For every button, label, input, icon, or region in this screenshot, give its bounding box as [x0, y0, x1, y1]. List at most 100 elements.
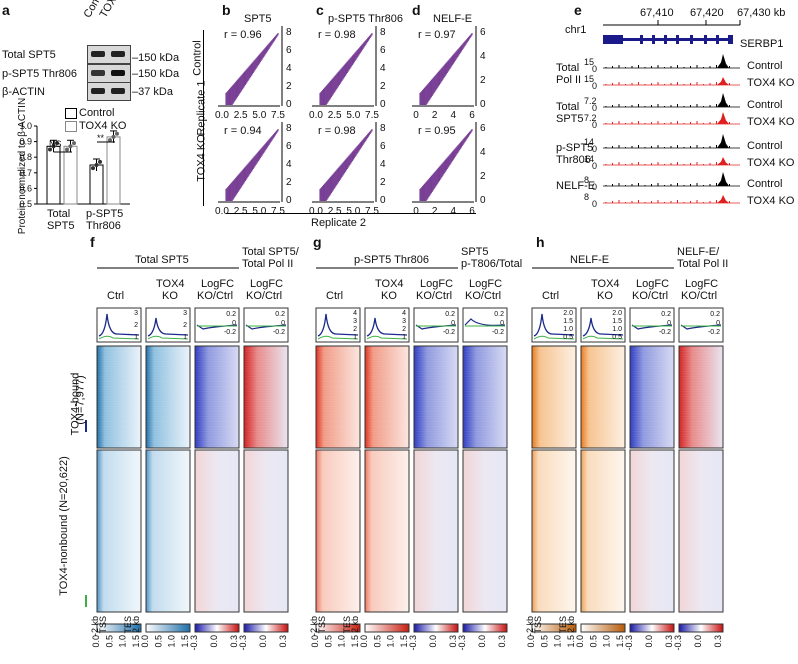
color-scale: [194, 623, 240, 633]
scatter-y-tick: 0: [286, 99, 292, 110]
bar-y-tick-label: 0.9: [19, 137, 32, 147]
profile-tick: 0.2: [445, 311, 455, 318]
scatter-x-tick: 7.5: [271, 110, 285, 121]
scatter-plots: r = 0.96 8 6 4 2 0 0.0 2.5 5.0 7.5 r = 0.98 8 6 4 2 0 0.…: [215, 26, 486, 217]
col-lfc2-f: KO/Ctrl: [197, 290, 234, 302]
profile-tick: 1.5: [563, 318, 573, 325]
heatmap-axis-label: TES: [342, 616, 352, 634]
profile-tick: 1: [134, 334, 138, 341]
color-scale-tick: 0.0: [693, 635, 703, 648]
data-point: [65, 147, 69, 152]
scatter-y-tick: 0: [380, 195, 386, 206]
chrom-label: chr1: [565, 24, 587, 36]
col-ko2-h: KO: [597, 290, 613, 302]
scatter-x-tick: 6: [469, 110, 475, 121]
legend-label-control: Control: [79, 107, 115, 119]
track-peak: [717, 195, 729, 203]
scatter-plot: r = 0.98 8 6 4 2 0 0.0 2.5 5.0 7.5: [309, 122, 386, 217]
heatmap-nonbound: [531, 449, 577, 613]
scatter-title-spt5: SPT5: [244, 13, 272, 25]
heatmap-nonbound: [145, 449, 191, 613]
col-lfc1b-f: LogFC: [250, 278, 284, 290]
scatter-y-tick: 4: [286, 159, 292, 170]
bar-group-label-2b: Thr806: [86, 220, 121, 232]
scatter-y-tick: 6: [480, 27, 486, 38]
scatter-r-value: r = 0.97: [418, 29, 456, 41]
scatter-y-tick: 2: [380, 81, 386, 92]
profile-line-bound: [582, 317, 624, 337]
legend-swatch-control: [65, 108, 77, 119]
data-point: [108, 138, 112, 143]
color-scale-tick: 1.0: [553, 635, 563, 648]
bar-y-tick-label: 0.6: [19, 183, 32, 193]
profile-tick: 0: [716, 320, 720, 327]
data-point: [91, 166, 95, 171]
panel-label-h: h: [536, 234, 545, 250]
profile-line-bound: [464, 318, 506, 326]
profile-tick: 0: [667, 320, 671, 327]
track-peak: [717, 112, 729, 124]
color-scale-tick: 0.3: [278, 635, 288, 648]
scatter-r-value: r = 0.95: [418, 125, 456, 137]
bar-y-tick-label: 0.5: [19, 199, 32, 209]
track-max-2-0: 14: [584, 137, 595, 147]
heatmap-nonbound: [96, 449, 142, 613]
scatter-y-tick: 2: [380, 177, 386, 188]
scatter-y-tick: 0: [480, 99, 486, 110]
profile-tick: 2: [402, 326, 406, 333]
color-scale-tick: 0.3: [229, 635, 239, 648]
bar-y-tick-label: 1.0: [19, 121, 32, 131]
scatter-x-tick: 0.0: [309, 206, 323, 217]
color-scale-tick: 0.0: [477, 635, 487, 648]
track-condition-0-0: Control: [747, 60, 783, 72]
color-scale-tick: -0.3: [238, 635, 248, 651]
profile-tick: 2: [183, 322, 187, 329]
col-lfc1b-h: LogFC: [685, 278, 719, 290]
track-max-0-0: 15: [584, 57, 595, 67]
color-scale-tick: 0.3: [664, 635, 674, 648]
heatmap-axis-label: TES: [123, 616, 133, 634]
bar-group-label-1a: Total: [47, 208, 71, 220]
track-zero-3-0: 0: [592, 182, 598, 192]
heatmap-axis-label: -2 kb: [309, 616, 319, 636]
bar-chart: 1.0 0.9 0.8 0.7 0.6 0.5: [19, 121, 130, 209]
color-scale-tick: 0.5: [372, 635, 382, 648]
col-ctrl-h: Ctrl: [542, 290, 560, 302]
scatter-x-tick: 5.0: [346, 110, 360, 121]
heatmap-bound: [96, 345, 142, 449]
track-zero-1-1: 0: [592, 120, 598, 130]
color-scale-tick: 0.0: [428, 635, 438, 648]
profile-line-nonbound: [317, 335, 359, 340]
panel-label-b: b: [222, 2, 231, 18]
ratio-title-2-h: Total Pol II: [677, 258, 729, 270]
scatter-title-pspt5: p-SPT5 Thr806: [328, 13, 404, 25]
col-lfc2-h: KO/Ctrl: [632, 290, 669, 302]
heatmap-axis-label: 2 kb: [350, 616, 360, 633]
profile-tick: 1.0: [612, 326, 622, 333]
track-peak: [717, 134, 729, 148]
heatmap-bound: [580, 345, 626, 449]
scatter-x-tick: 2: [432, 206, 438, 217]
col-ctrl-f: Ctrl: [107, 290, 125, 302]
color-scale-tick: 1.5: [566, 635, 576, 648]
profile-tick: 0: [500, 320, 504, 327]
profile-tick: -0.2: [224, 329, 236, 336]
group-label-bound-n: (N=7,977): [74, 375, 87, 425]
track-max-3-0: 8: [584, 175, 590, 185]
color-scale: [462, 623, 508, 633]
profile-tick: 0.5: [612, 334, 622, 341]
heatmap-bound: [531, 345, 577, 449]
scatter-y-tick: 4: [380, 159, 386, 170]
track-name-1: Total: [556, 101, 580, 113]
scatter-x-tick: 2.5: [328, 206, 342, 217]
scatter-y-tick: 6: [380, 45, 386, 56]
col-lfc1-g: LogFC: [420, 278, 454, 290]
bar-y-tick-label: 0.8: [19, 152, 32, 162]
scatter-y-tick: 0: [480, 195, 486, 206]
panel-label-a: a: [2, 2, 10, 18]
profile-tick: -0.2: [708, 329, 720, 336]
profile-tick: -0.2: [659, 329, 671, 336]
color-scale: [629, 623, 675, 633]
color-scale: [364, 623, 410, 633]
track-peak: [717, 77, 729, 85]
